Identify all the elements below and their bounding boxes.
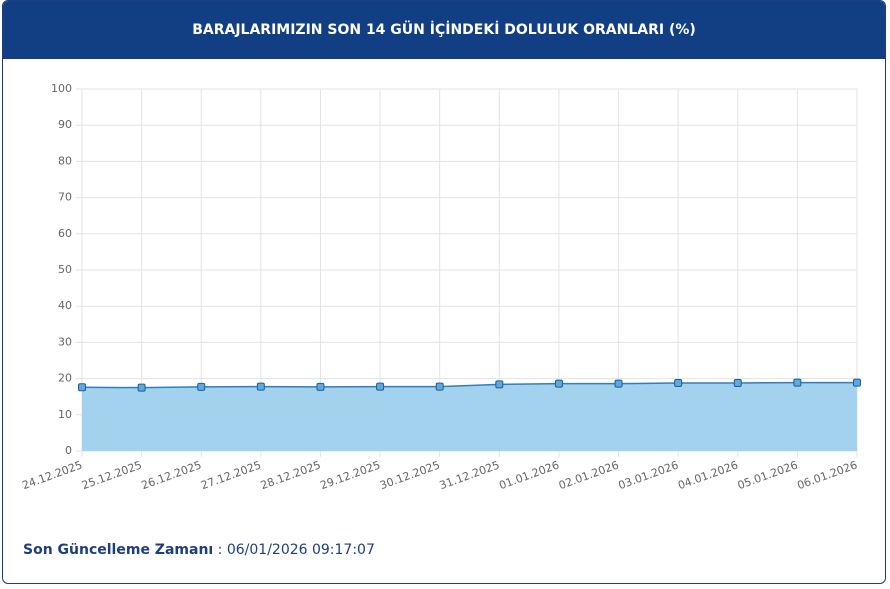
x-tick-label: 31.12.2025 — [438, 458, 502, 492]
x-tick-label: 24.12.2025 — [20, 458, 84, 492]
y-tick-label: 90 — [58, 118, 72, 131]
x-tick-label: 01.01.2026 — [497, 458, 561, 492]
x-tick-label: 30.12.2025 — [378, 458, 442, 492]
x-tick-label: 04.01.2026 — [676, 458, 740, 492]
update-label: Son Güncelleme Zamanı — [23, 542, 214, 558]
marker — [197, 382, 206, 391]
marker — [853, 378, 861, 387]
marker — [495, 380, 504, 389]
marker — [793, 378, 802, 387]
x-tick-label: 26.12.2025 — [140, 458, 204, 492]
y-tick-label: 30 — [58, 335, 72, 348]
x-tick-label: 06.01.2026 — [795, 458, 859, 492]
x-tick-label: 03.01.2026 — [617, 458, 681, 492]
update-value: 06/01/2026 09:17:07 — [226, 542, 375, 558]
footer: Son Güncelleme Zamanı : 06/01/2026 09:17… — [23, 542, 375, 558]
marker — [674, 378, 683, 387]
header: BARAJLARIMIZIN SON 14 GÜN İÇİNDEKİ DOLUL… — [3, 1, 885, 59]
area — [82, 382, 857, 451]
x-tick-label: 05.01.2026 — [736, 458, 800, 492]
marker — [614, 379, 623, 388]
y-tick-label: 10 — [58, 408, 72, 421]
marker — [733, 378, 742, 387]
x-tick-label: 28.12.2025 — [259, 458, 323, 492]
x-tick-label: 27.12.2025 — [199, 458, 263, 492]
y-tick-label: 20 — [58, 372, 72, 385]
marker — [376, 382, 385, 391]
y-tick-label: 70 — [58, 191, 72, 204]
y-tick-label: 50 — [58, 263, 72, 276]
x-tick-label: 25.12.2025 — [80, 458, 144, 492]
y-tick-label: 60 — [58, 227, 72, 240]
x-tick-label: 02.01.2026 — [557, 458, 621, 492]
marker — [78, 383, 86, 392]
y-tick-label: 40 — [58, 299, 72, 312]
marker — [137, 383, 146, 392]
y-tick-label: 0 — [65, 444, 72, 457]
y-tick-label: 80 — [58, 154, 72, 167]
marker — [435, 382, 444, 391]
marker — [256, 382, 265, 391]
line — [81, 381, 857, 389]
marker — [316, 382, 325, 391]
separator: : — [217, 542, 223, 558]
x-tick-label: 29.12.2025 — [318, 458, 382, 492]
y-tick-label: 100 — [51, 82, 72, 95]
marker — [554, 379, 563, 388]
